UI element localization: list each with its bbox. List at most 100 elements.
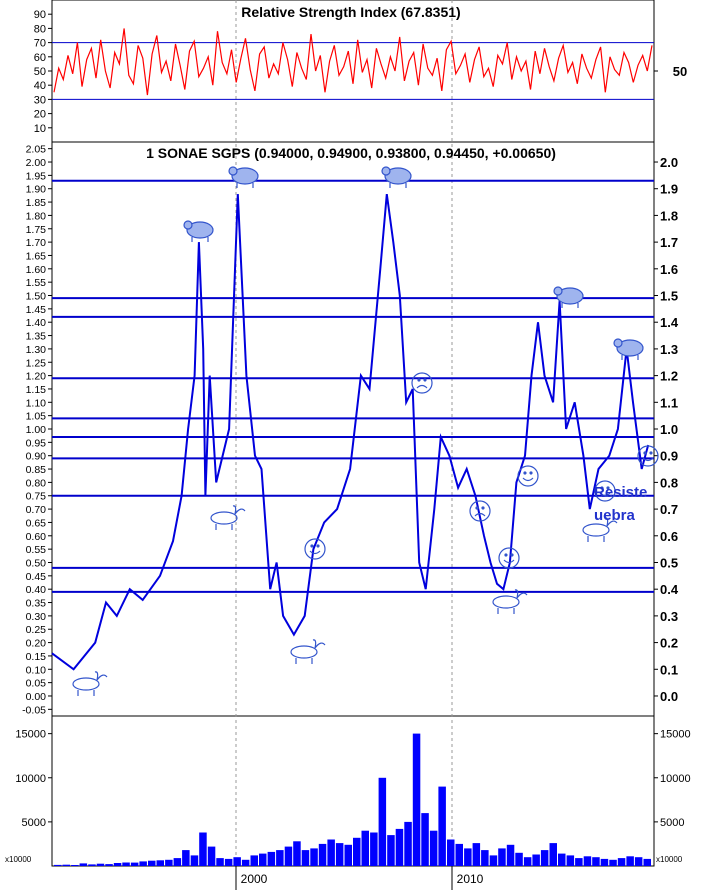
sad-face-icon bbox=[469, 500, 491, 522]
rsi-left-tick-label: 30 bbox=[34, 94, 46, 106]
volume-bar bbox=[241, 859, 250, 866]
bear-icon bbox=[613, 338, 644, 360]
rsi-left-tick-label: 60 bbox=[34, 52, 46, 64]
volume-bar bbox=[370, 832, 378, 866]
price-left-tick-label: 1.75 bbox=[26, 224, 47, 236]
volume-bar bbox=[540, 850, 549, 866]
volume-bar bbox=[592, 857, 600, 866]
volume-bar bbox=[182, 850, 190, 866]
volume-bar bbox=[156, 860, 164, 866]
volume-bar bbox=[498, 848, 506, 866]
annotation-icons bbox=[72, 166, 659, 696]
volume-bar bbox=[532, 854, 540, 866]
annotation-resist-text: Resiste bbox=[594, 484, 647, 501]
rsi-left-tick-label: 70 bbox=[34, 38, 46, 50]
price-panel bbox=[51, 141, 655, 717]
volume-unit-left: x10000 bbox=[5, 855, 32, 864]
rsi-left-tick-label: 20 bbox=[34, 109, 46, 121]
volume-bar bbox=[575, 858, 583, 866]
sad-face-icon bbox=[411, 372, 433, 394]
price-left-tick-label: 0.95 bbox=[26, 437, 47, 449]
price-left-tick-label: 0.80 bbox=[26, 477, 47, 489]
volume-bar bbox=[626, 856, 634, 866]
price-right-tick-label: 1.9 bbox=[660, 182, 678, 197]
bull-icon bbox=[72, 671, 108, 696]
price-right-tick-label: 1.8 bbox=[660, 208, 678, 223]
price-right-tick-label: 1.4 bbox=[660, 315, 679, 330]
price-left-tick-label: 0.75 bbox=[26, 491, 47, 503]
bull-icon bbox=[582, 517, 618, 542]
volume-bar bbox=[489, 855, 498, 866]
volume-bar bbox=[190, 855, 199, 866]
volume-bar bbox=[130, 862, 139, 866]
price-right-tick-label: 0.0 bbox=[660, 689, 678, 704]
volume-bar bbox=[199, 832, 207, 866]
price-left-tick-label: 0.70 bbox=[26, 504, 47, 516]
volume-bar bbox=[455, 843, 463, 866]
volume-bar bbox=[276, 850, 284, 866]
price-left-tick-label: 1.95 bbox=[26, 170, 47, 182]
price-right-tick-label: 0.3 bbox=[660, 609, 678, 624]
rsi-levels bbox=[52, 42, 654, 100]
volume-bar bbox=[259, 853, 267, 866]
volume-right-tick-label: 15000 bbox=[660, 729, 691, 741]
price-left-tick-label: 1.90 bbox=[26, 184, 47, 196]
volume-bar bbox=[387, 835, 395, 866]
price-left-tick-label: 0.55 bbox=[26, 544, 47, 556]
volume-bar bbox=[293, 841, 301, 866]
volume-bar bbox=[421, 813, 429, 866]
volume-bar bbox=[361, 830, 369, 866]
price-left-tick-label: 2.00 bbox=[26, 157, 47, 169]
volume-bar bbox=[165, 859, 173, 866]
price-right-tick-label: 1.7 bbox=[660, 235, 678, 250]
bull-icon bbox=[492, 589, 528, 614]
volume-left-tick-label: 15000 bbox=[15, 729, 46, 741]
volume-left-axis: 5000 10000 15000 bbox=[15, 729, 52, 829]
volume-bar bbox=[600, 858, 609, 866]
volume-bar bbox=[583, 856, 592, 866]
volume-bars bbox=[54, 733, 651, 866]
volume-bar bbox=[515, 852, 523, 866]
price-right-tick-label: 1.3 bbox=[660, 342, 678, 357]
price-right-tick-label: 0.8 bbox=[660, 475, 678, 490]
volume-bar bbox=[173, 858, 182, 866]
price-right-tick-label: 1.5 bbox=[660, 289, 678, 304]
price-left-tick-label: 0.05 bbox=[26, 678, 47, 690]
price-left-tick-label: 1.55 bbox=[26, 277, 47, 289]
rsi-panel bbox=[51, 0, 655, 143]
price-left-tick-label: 0.10 bbox=[26, 664, 47, 676]
rsi-left-tick-label: 10 bbox=[34, 123, 46, 135]
volume-bar bbox=[233, 857, 241, 866]
volume-bar bbox=[558, 853, 566, 866]
volume-bar bbox=[224, 858, 233, 866]
volume-bar bbox=[327, 839, 335, 866]
volume-bar bbox=[207, 846, 216, 866]
annotation-break-text: uebra bbox=[594, 507, 636, 524]
price-left-tick-label: 1.40 bbox=[26, 317, 47, 329]
volume-bar bbox=[378, 777, 387, 866]
price-left-tick-label: -0.05 bbox=[22, 704, 46, 716]
volume-bar bbox=[267, 851, 276, 866]
price-left-tick-label: 1.05 bbox=[26, 411, 47, 423]
rsi-left-tick-label: 90 bbox=[34, 9, 46, 21]
bull-icon bbox=[210, 505, 246, 530]
price-right-tick-label: 0.5 bbox=[660, 555, 678, 570]
bull-icon bbox=[290, 639, 326, 664]
price-left-tick-label: 1.50 bbox=[26, 291, 47, 303]
price-right-axis: 0.0 0.1 0.2 0.3 0.4 0.5 0.6 0.7 0.8 0.9 1.0 1.1 1.2 1… bbox=[654, 155, 679, 704]
volume-bar bbox=[412, 733, 421, 866]
rsi-left-tick-label: 40 bbox=[34, 80, 46, 92]
volume-bar bbox=[353, 837, 361, 866]
price-left-tick-label: 0.20 bbox=[26, 638, 47, 650]
volume-right-tick-label: 5000 bbox=[660, 817, 684, 829]
price-left-tick-label: 1.00 bbox=[26, 424, 47, 436]
bear-icon bbox=[228, 166, 259, 188]
price-left-tick-label: 1.85 bbox=[26, 197, 47, 209]
volume-bar bbox=[79, 863, 88, 866]
x-tick-label: 2000 bbox=[241, 872, 268, 886]
bear-icon bbox=[183, 220, 214, 242]
price-right-tick-label: 2.0 bbox=[660, 155, 678, 170]
price-right-tick-label: 1.1 bbox=[660, 395, 678, 410]
volume-bar bbox=[88, 864, 96, 866]
volume-bar bbox=[447, 839, 455, 866]
